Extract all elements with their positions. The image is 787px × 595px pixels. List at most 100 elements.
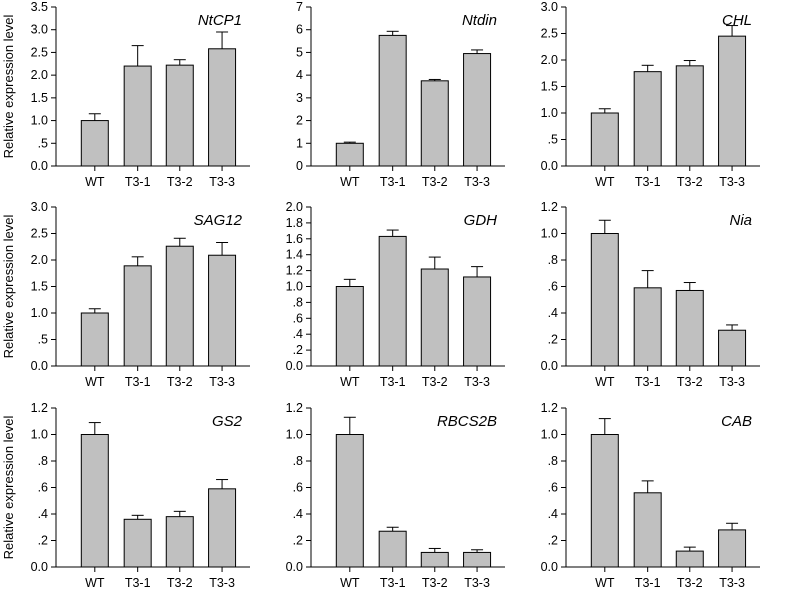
panel-2-bar-T3-1 xyxy=(378,34,407,167)
panel-5-ytick-label-3: .6 xyxy=(293,311,303,325)
panel-8-ytick-label-0: 0.0 xyxy=(286,560,303,574)
panel-5-ytick-label-7: 1.4 xyxy=(286,248,303,262)
panel-9-ytick-label-0: 0.0 xyxy=(541,560,558,574)
panel-1-title: NtCP1 xyxy=(198,12,242,29)
panel-4-category-label-WT: WT xyxy=(85,375,105,389)
panel-2-ytick-label-4: 4 xyxy=(296,68,303,82)
panel-5-category-label-WT: WT xyxy=(340,375,360,389)
panel-4-bar-T3-1 xyxy=(123,265,152,367)
panel-4-category-label-T3-3: T3-3 xyxy=(209,375,235,389)
panel-2-category-label-T3-1: T3-1 xyxy=(380,175,406,189)
panel-6-title: Nia xyxy=(729,212,752,229)
panel-1-bar-T3-1 xyxy=(123,65,152,167)
panel-2-ytick-label-0: 0 xyxy=(296,159,303,173)
panel-3-bar-T3-1 xyxy=(633,71,662,167)
panel-5-ytick-label-5: 1.0 xyxy=(286,280,303,294)
panel-5-ytick-label-8: 1.6 xyxy=(286,232,303,246)
panel-8-category-label-WT: WT xyxy=(340,576,360,590)
panel-1-ytick-label-7: 3.5 xyxy=(31,0,48,14)
panel-1-ylabel: Relative expression level xyxy=(1,14,16,158)
panel-4-ytick-label-0: 0.0 xyxy=(31,359,48,373)
panel-9-bar-WT xyxy=(590,434,619,568)
panel-9-ytick-label-6: 1.2 xyxy=(541,401,558,415)
panel-6-ytick-label-2: .4 xyxy=(548,306,558,320)
panel-4-ytick-label-5: 2.5 xyxy=(31,227,48,241)
panel-5-bar-T3-2 xyxy=(420,268,449,367)
panel-3-bar-T3-2 xyxy=(675,65,704,167)
panel-6-category-label-T3-1: T3-1 xyxy=(635,375,661,389)
panel-8-bar-T3-2 xyxy=(420,551,449,568)
panel-3-category-label-T3-1: T3-1 xyxy=(635,175,661,189)
panel-2-ytick-label-1: 1 xyxy=(296,136,303,150)
panel-7-category-label-T3-3: T3-3 xyxy=(209,576,235,590)
panel-4-category-label-T3-1: T3-1 xyxy=(125,375,151,389)
panel-3-ytick-label-0: 0.0 xyxy=(541,159,558,173)
panel-7-ytick-label-0: 0.0 xyxy=(31,560,48,574)
panel-6-bar-T3-1 xyxy=(633,287,662,367)
panel-5-ytick-label-6: 1.2 xyxy=(286,264,303,278)
panel-5-bar-T3-3 xyxy=(463,276,492,367)
panel-5-ytick-label-0: 0.0 xyxy=(286,359,303,373)
panel-3-ytick-label-6: 3.0 xyxy=(541,0,558,14)
panel-4-title: SAG12 xyxy=(194,212,243,229)
panel-4-ytick-label-1: .5 xyxy=(38,333,48,347)
panel-7-ytick-label-1: .2 xyxy=(38,534,48,548)
panel-5-ytick-label-10: 2.0 xyxy=(286,200,303,214)
panel-2-bar-T3-2 xyxy=(420,80,449,167)
panel-3-category-label-WT: WT xyxy=(595,175,615,189)
panel-1-ytick-label-2: 1.0 xyxy=(31,114,48,128)
panel-6-bar-T3-2 xyxy=(675,289,704,367)
panel-7-ytick-label-6: 1.2 xyxy=(31,401,48,415)
panel-4-category-label-T3-2: T3-2 xyxy=(167,375,193,389)
panel-2-ytick-label-6: 6 xyxy=(296,23,303,37)
panel-3-category-label-T3-3: T3-3 xyxy=(719,175,745,189)
panel-3-ytick-label-5: 2.5 xyxy=(541,27,558,41)
panel-9-ytick-label-2: .4 xyxy=(548,507,558,521)
panel-1-bar-T3-3 xyxy=(208,48,237,167)
panel-5-bar-WT xyxy=(335,286,364,367)
panel-9-bar-T3-2 xyxy=(675,550,704,568)
panel-6-bar-WT xyxy=(590,233,619,367)
panel-8-category-label-T3-3: T3-3 xyxy=(464,576,490,590)
panel-3-ytick-label-3: 1.5 xyxy=(541,80,558,94)
panel-1-bar-T3-2 xyxy=(165,64,194,167)
panel-9-title: CAB xyxy=(721,413,752,430)
panel-3-ytick-label-1: .5 xyxy=(548,133,558,147)
panel-5-bar-T3-1 xyxy=(378,235,407,367)
panel-4-ytick-label-3: 1.5 xyxy=(31,280,48,294)
panel-9-ytick-label-3: .6 xyxy=(548,481,558,495)
panel-7-ytick-label-3: .6 xyxy=(38,481,48,495)
panel-9-ytick-label-4: .8 xyxy=(548,454,558,468)
panel-9-category-label-T3-2: T3-2 xyxy=(677,576,703,590)
panel-3-ytick-label-4: 2.0 xyxy=(541,53,558,67)
panel-1-category-label-T3-1: T3-1 xyxy=(125,175,151,189)
panel-9-category-label-T3-3: T3-3 xyxy=(719,576,745,590)
panel-3-category-label-T3-2: T3-2 xyxy=(677,175,703,189)
panel-5-ytick-label-1: .2 xyxy=(293,343,303,357)
panel-8-ytick-label-2: .4 xyxy=(293,507,303,521)
panel-6-bar-T3-3 xyxy=(718,329,747,367)
panel-8-ytick-label-5: 1.0 xyxy=(286,428,303,442)
panel-2-category-label-T3-2: T3-2 xyxy=(422,175,448,189)
panel-8-ytick-label-1: .2 xyxy=(293,534,303,548)
panel-5-ytick-label-9: 1.8 xyxy=(286,216,303,230)
panel-3-bar-WT xyxy=(590,112,619,167)
panel-5-title: GDH xyxy=(464,212,498,229)
panel-8-ytick-label-3: .6 xyxy=(293,481,303,495)
panel-2-ytick-label-3: 3 xyxy=(296,91,303,105)
panel-4-bar-T3-3 xyxy=(208,254,237,367)
panel-4-bar-T3-2 xyxy=(165,245,194,367)
panel-1-ytick-label-1: .5 xyxy=(38,136,48,150)
panel-1-ytick-label-5: 2.5 xyxy=(31,45,48,59)
panel-7-bar-T3-2 xyxy=(165,516,194,568)
panel-7-bar-WT xyxy=(80,434,109,568)
panel-6-category-label-T3-3: T3-3 xyxy=(719,375,745,389)
panel-6-category-label-T3-2: T3-2 xyxy=(677,375,703,389)
panel-6-ytick-label-6: 1.2 xyxy=(541,200,558,214)
panel-1-category-label-T3-3: T3-3 xyxy=(209,175,235,189)
panel-9-bar-T3-1 xyxy=(633,492,662,568)
panel-2-ytick-label-7: 7 xyxy=(296,0,303,14)
panel-5-ytick-label-4: .8 xyxy=(293,295,303,309)
panel-4-ytick-label-6: 3.0 xyxy=(31,200,48,214)
